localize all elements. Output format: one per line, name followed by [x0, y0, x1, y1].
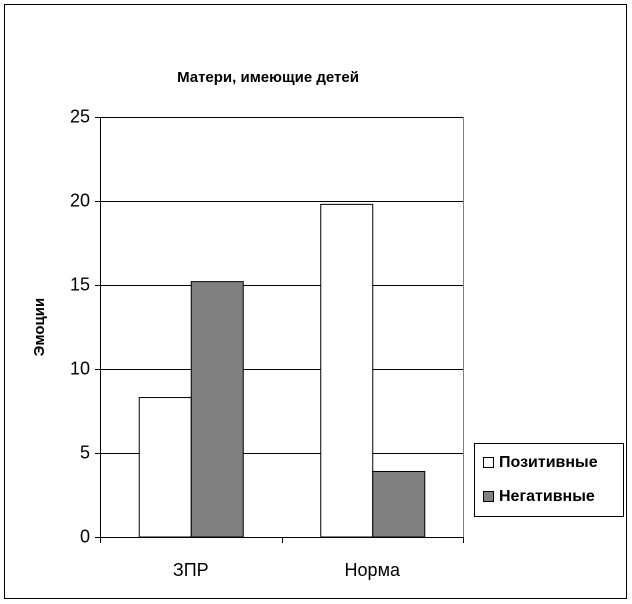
y-tick-label: 5 — [80, 442, 90, 462]
bar — [372, 470, 426, 538]
legend-label: Негативные — [499, 488, 595, 505]
x-tick-label: Норма — [345, 560, 401, 580]
y-tick-label: 25 — [70, 106, 90, 126]
y-tick-label: 15 — [70, 274, 90, 294]
legend-swatch — [483, 457, 494, 468]
bar — [190, 281, 244, 538]
y-tick-label: 0 — [80, 526, 90, 546]
bar — [320, 203, 374, 538]
x-tick-label: ЗПР — [173, 560, 209, 580]
legend-swatch — [483, 491, 494, 502]
y-tick-label: 10 — [70, 358, 90, 378]
legend-box — [474, 443, 624, 517]
y-axis-label: Эмоции — [31, 298, 48, 356]
bar — [138, 397, 192, 538]
chart-title: Матери, имеющие детей — [177, 69, 359, 86]
legend-label: Позитивные — [499, 454, 598, 471]
y-tick-label: 20 — [70, 190, 90, 210]
